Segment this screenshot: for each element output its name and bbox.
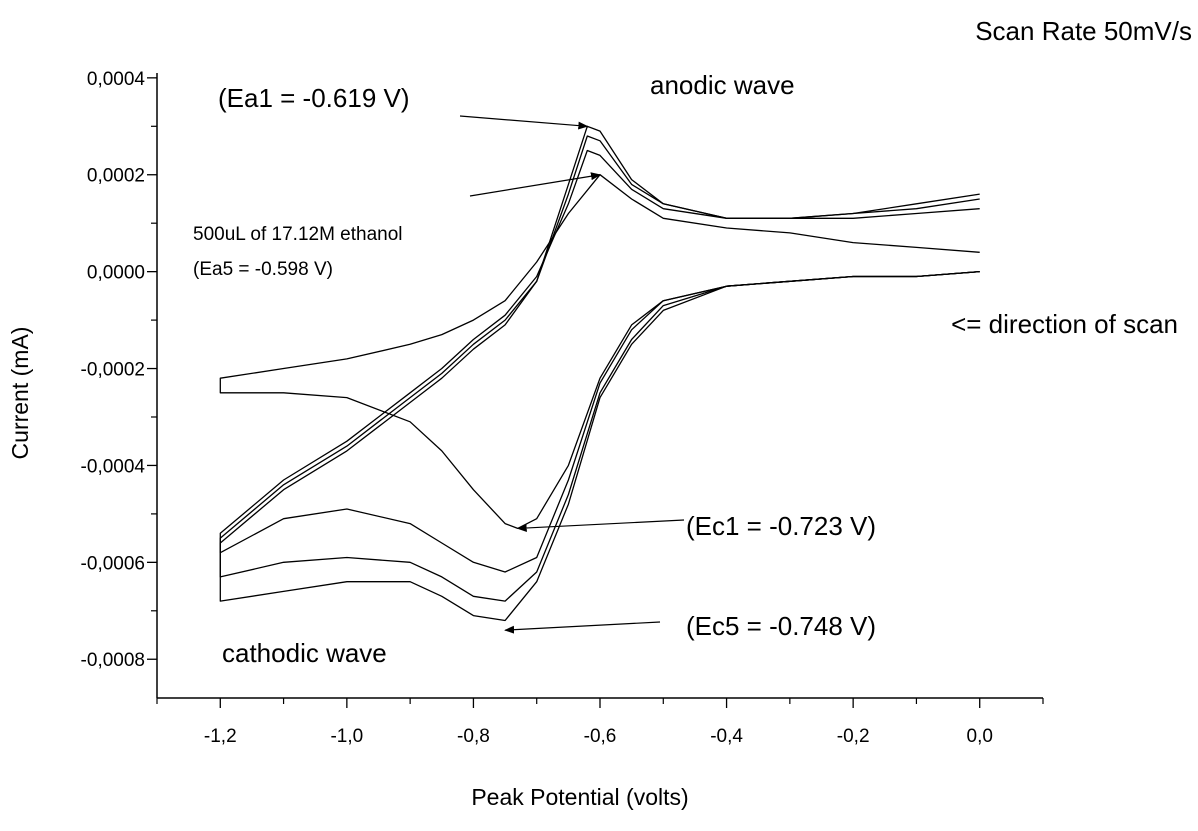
- ec5-arrow: [504, 621, 661, 634]
- cv-scan-curve-3: [219, 149, 980, 573]
- ea1-arrow: [459, 115, 589, 130]
- x-tick-label: -0,6: [584, 726, 617, 747]
- x-ticks: -1,2 -1,0 -0,8 -0,6 -0,4 -0,2 0,0: [156, 698, 1044, 747]
- series-layer: [219, 125, 980, 622]
- y-ticks: 0,0004 0,0002 0,0000 -0,0002 -0,0004 -0,0006 -…: [81, 69, 157, 671]
- x-tick-label: -0,2: [837, 726, 870, 747]
- y-tick-label: -0,0006: [81, 553, 145, 574]
- x-tick-label: -1,0: [330, 726, 363, 747]
- scan-rate-label: Scan Rate 50mV/s: [975, 16, 1192, 46]
- cathodic-wave-label: cathodic wave: [222, 638, 387, 668]
- x-tick-label: -0,8: [457, 726, 490, 747]
- cv-scan-curve-4: [219, 174, 980, 530]
- y-tick-label: -0,0004: [81, 456, 146, 477]
- cv-scan-curve-2: [219, 135, 980, 602]
- y-axis-title: Current (mA): [7, 327, 33, 460]
- ea5-arrow: [469, 172, 601, 197]
- y-tick-label: -0,0008: [81, 650, 145, 671]
- x-tick-label: -1,2: [204, 726, 237, 747]
- x-axis-title: Peak Potential (volts): [471, 784, 688, 810]
- ec5-annotation: (Ec5 = -0.748 V): [686, 611, 876, 641]
- ec1-annotation: (Ec1 = -0.723 V): [686, 511, 876, 541]
- ea5-annotation: (Ea5 = -0.598 V): [193, 259, 333, 280]
- y-tick-label: 0,0000: [87, 263, 145, 284]
- ea1-annotation: (Ea1 = -0.619 V): [218, 83, 410, 113]
- x-tick-label: -0,4: [710, 726, 743, 747]
- anodic-wave-label: anodic wave: [650, 70, 795, 100]
- annotation-arrows: [459, 115, 685, 634]
- scan-direction-label: <= direction of scan: [951, 309, 1178, 339]
- ec1-arrow: [516, 519, 685, 532]
- y-tick-label: -0,0002: [81, 360, 145, 381]
- y-tick-label: 0,0002: [87, 166, 145, 187]
- cv-scan-curve-1: [219, 125, 980, 622]
- x-tick-label: 0,0: [967, 726, 993, 747]
- y-tick-label: 0,0004: [87, 69, 146, 90]
- ethanol-annotation: 500uL of 17.12M ethanol: [193, 224, 403, 245]
